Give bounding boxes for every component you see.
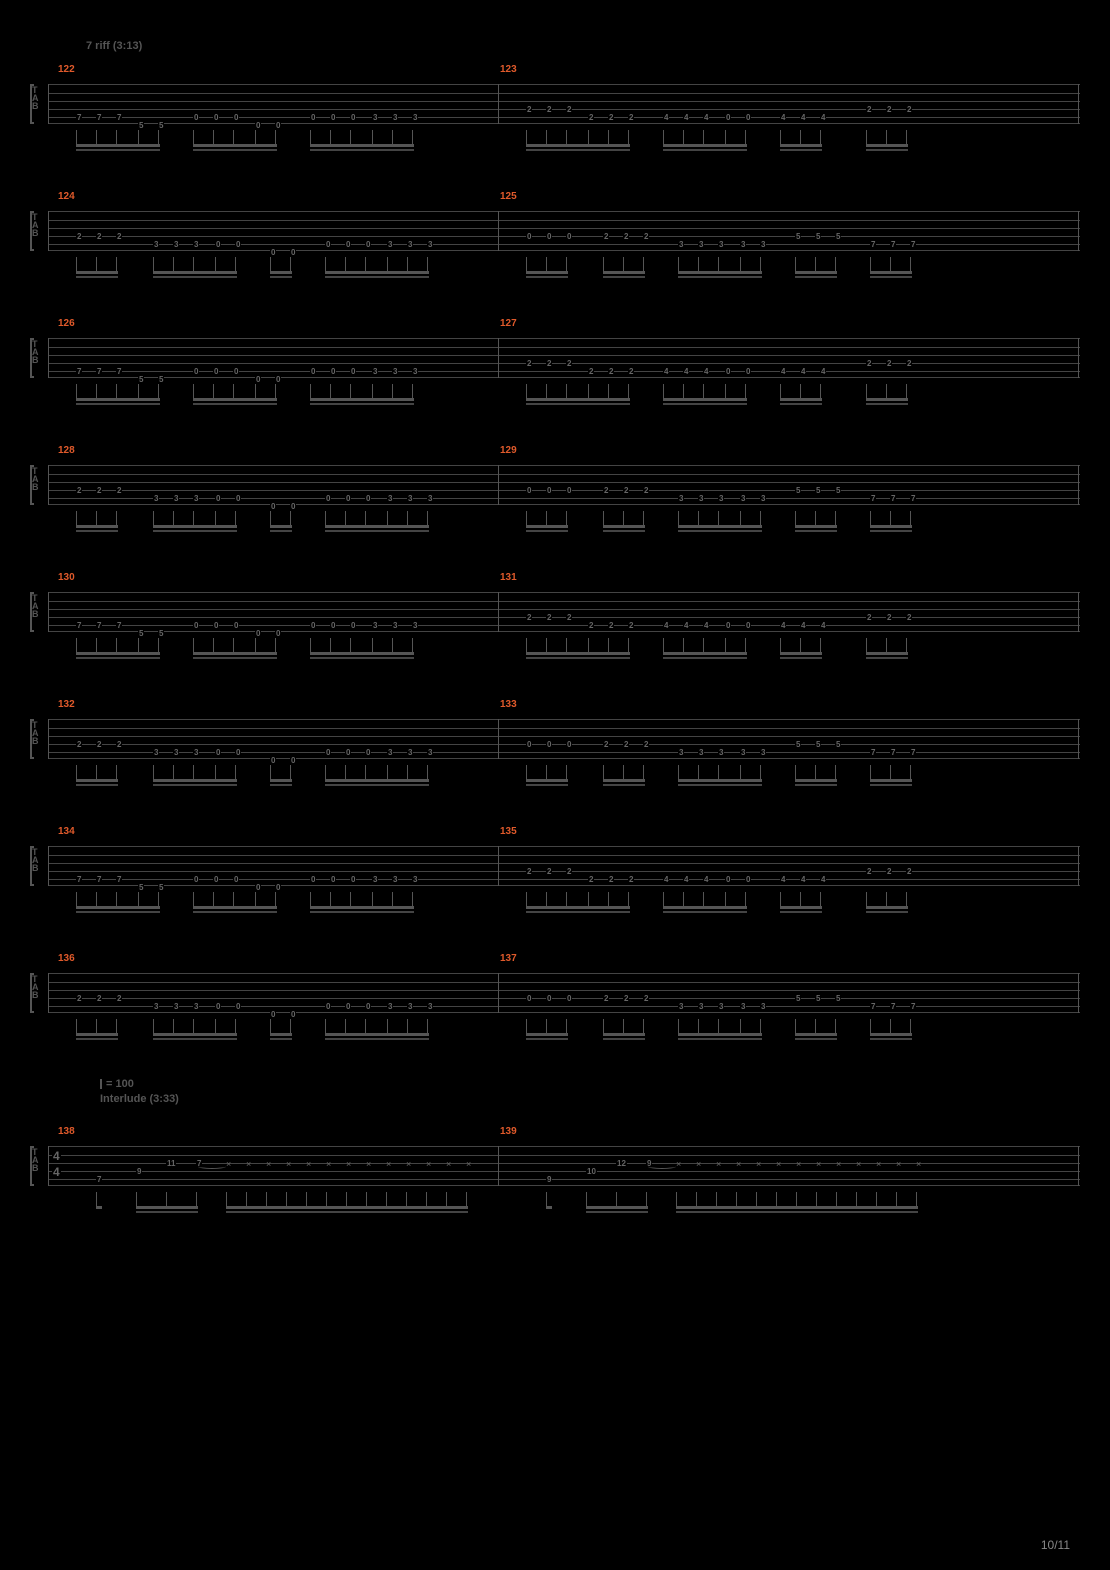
tab-staff-row: 132133T A B22233300000003330002223333355… [30, 713, 1080, 813]
tab-clef: T A B [32, 213, 38, 237]
tab-clef: T A B [32, 1148, 38, 1172]
staff-lines [48, 338, 1080, 378]
tab-clef: T A B [32, 848, 38, 872]
staff-lines [48, 592, 1080, 632]
tempo-marking: = 100 [100, 1078, 134, 1090]
tab-staff-row: 122123T A B77755000000003332222224440044… [30, 78, 1080, 178]
bar-number: 132 [58, 699, 75, 710]
tab-clef: T A B [32, 594, 38, 618]
tab-staff-row: 124125T A B22233300000003330002223333355… [30, 205, 1080, 305]
staff-lines [48, 719, 1080, 759]
tab-clef: T A B [32, 721, 38, 745]
bar-number: 135 [500, 826, 517, 837]
tab-staff-row: 136137T A B22233300000003330002223333355… [30, 967, 1080, 1067]
bar-number: 127 [500, 318, 517, 329]
bar-number: 124 [58, 191, 75, 202]
quarter-note-icon [100, 1079, 102, 1089]
tab-clef: T A B [32, 975, 38, 999]
bar-number: 137 [500, 953, 517, 964]
bar-number: 139 [500, 1126, 517, 1137]
staff-lines [48, 465, 1080, 505]
tab-staff-row: 138139T A B4479117×××××××××××××910129×××… [30, 1140, 1080, 1240]
bar-number: 134 [58, 826, 75, 837]
section-label: 7 riff (3:13) [86, 40, 142, 52]
tab-clef: T A B [32, 340, 38, 364]
tab-staff-row: 134135T A B77755000000003332222224440044… [30, 840, 1080, 940]
bar-number: 136 [58, 953, 75, 964]
bar-number: 126 [58, 318, 75, 329]
tab-clef: T A B [32, 86, 38, 110]
bar-number: 128 [58, 445, 75, 456]
tab-staff-row: 126127T A B77755000000003332222224440044… [30, 332, 1080, 432]
section-label: Interlude (3:33) [100, 1093, 179, 1105]
bar-number: 122 [58, 64, 75, 75]
bar-number: 125 [500, 191, 517, 202]
bar-number: 130 [58, 572, 75, 583]
bar-number: 138 [58, 1126, 75, 1137]
tab-staff-row: 128129T A B22233300000003330002223333355… [30, 459, 1080, 559]
page-number: 10/11 [1041, 1538, 1070, 1552]
tab-clef: T A B [32, 467, 38, 491]
bar-number: 131 [500, 572, 517, 583]
staff-lines [48, 973, 1080, 1013]
bar-number: 129 [500, 445, 517, 456]
staff-lines [48, 84, 1080, 124]
bar-number: 123 [500, 64, 517, 75]
bar-number: 133 [500, 699, 517, 710]
staff-lines [48, 846, 1080, 886]
staff-lines [48, 211, 1080, 251]
tab-staff-row: 130131T A B77755000000003332222224440044… [30, 586, 1080, 686]
